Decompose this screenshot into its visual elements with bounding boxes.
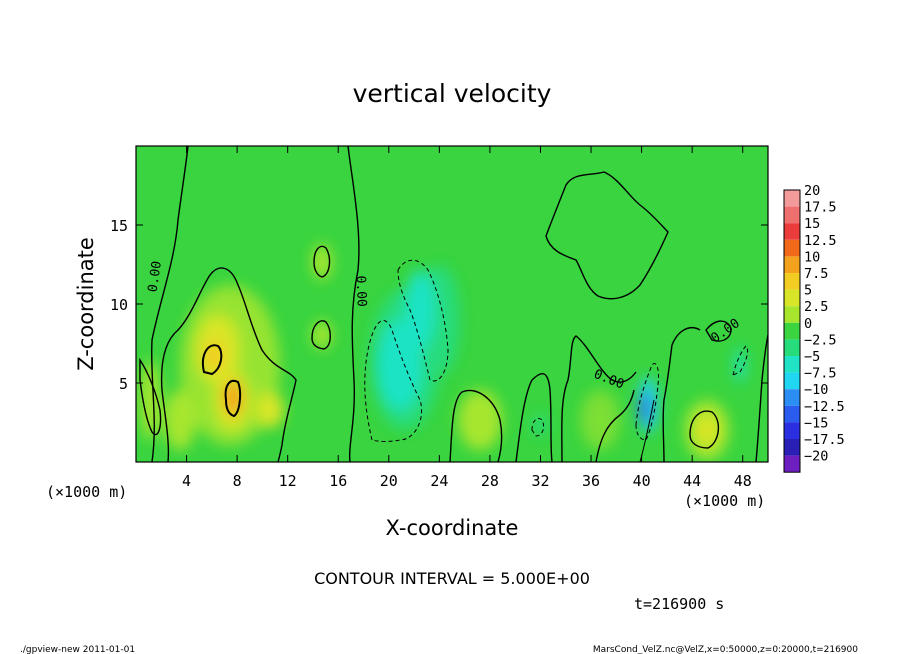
colorbar-label: 5 [804, 283, 812, 299]
colorbar: 2017.51512.5107.552.50−2.5−5−7.5−10−12.5… [783, 183, 845, 473]
colorbar-swatch [784, 389, 800, 406]
colorbar-swatch [784, 422, 800, 439]
colorbar-swatch [784, 455, 800, 473]
colorbar-label: −20 [804, 449, 828, 465]
x-tick-label: 44 [683, 472, 701, 490]
x-tick-label: 24 [430, 472, 448, 490]
x-tick-label: 8 [233, 472, 242, 490]
colorbar-swatch [784, 405, 800, 423]
x-axis-label: X-coordinate [386, 516, 519, 540]
x-tick-label: 48 [734, 472, 752, 490]
negative-contours [364, 259, 749, 442]
time-label: t=216900 s [634, 595, 724, 613]
colorbar-label: 2.5 [804, 299, 828, 315]
colorbar-swatch [784, 322, 800, 340]
colorbar-frame [783, 189, 801, 473]
y-tick-label: 10 [110, 296, 128, 314]
x-tick-label: 16 [329, 472, 347, 490]
chart-title: vertical velocity [353, 79, 552, 108]
colorbar-label: −17.5 [804, 432, 845, 448]
colorbar-label: 12.5 [804, 233, 837, 249]
contour-label: 0.00 [353, 275, 369, 307]
y-tick-label: 5 [119, 375, 128, 393]
colorbar-label: 7.5 [804, 266, 828, 282]
y-axis-label: Z-coordinate [74, 237, 98, 371]
footer-right: MarsCond_VelZ.nc@VelZ,x=0:50000,z=0:2000… [593, 645, 858, 654]
colorbar-label: −12.5 [804, 399, 845, 415]
contour-lines [139, 146, 768, 462]
x-unit-label: (×1000 m) [684, 492, 765, 510]
colorbar-swatch [784, 306, 800, 323]
contour-interval-label: CONTOUR INTERVAL = 5.000E+00 [314, 569, 590, 588]
colorbar-swatch [784, 223, 800, 240]
colorbar-label: 0 [804, 316, 812, 332]
colorbar-swatch [784, 273, 800, 290]
colorbar-swatch [784, 439, 800, 456]
x-tick-label: 28 [481, 472, 499, 490]
colorbar-label: 17.5 [804, 200, 837, 216]
colorbar-swatch [784, 356, 800, 373]
y-axis-ticks: 5 10 15 [110, 217, 768, 393]
colorbar-label: −5 [804, 349, 820, 365]
colorbar-swatch [784, 206, 800, 224]
colorbar-swatch [784, 239, 800, 257]
colorbar-label: 20 [804, 183, 820, 199]
x-tick-label: 20 [380, 472, 398, 490]
x-tick-label: 32 [531, 472, 549, 490]
x-tick-label: 12 [279, 472, 297, 490]
colorbar-swatch [784, 372, 800, 390]
colorbar-label: −10 [804, 382, 828, 398]
x-tick-label: 36 [582, 472, 600, 490]
footer-left: ./gpview-new 2011-01-01 [20, 645, 135, 654]
colorbar-label: 10 [804, 249, 820, 265]
colorbar-label: −7.5 [804, 366, 837, 382]
colorbar-label: 15 [804, 216, 820, 232]
colorbar-swatch [784, 256, 800, 273]
x-tick-label: 4 [182, 472, 191, 490]
contour-label: 0.00 [146, 260, 165, 293]
colorbar-label: −15 [804, 415, 828, 431]
colorbar-label: −2.5 [804, 332, 837, 348]
x-axis-ticks: 4 8 12 16 20 24 28 32 36 40 44 48 [182, 146, 752, 490]
y-tick-label: 15 [110, 217, 128, 235]
colorbar-swatch [784, 339, 800, 356]
y-unit-label: (×1000 m) [46, 483, 127, 501]
x-tick-label: 40 [633, 472, 651, 490]
colorbar-swatch [784, 289, 800, 307]
colorbar-swatch [784, 190, 800, 207]
heatmap-field [136, 146, 768, 462]
